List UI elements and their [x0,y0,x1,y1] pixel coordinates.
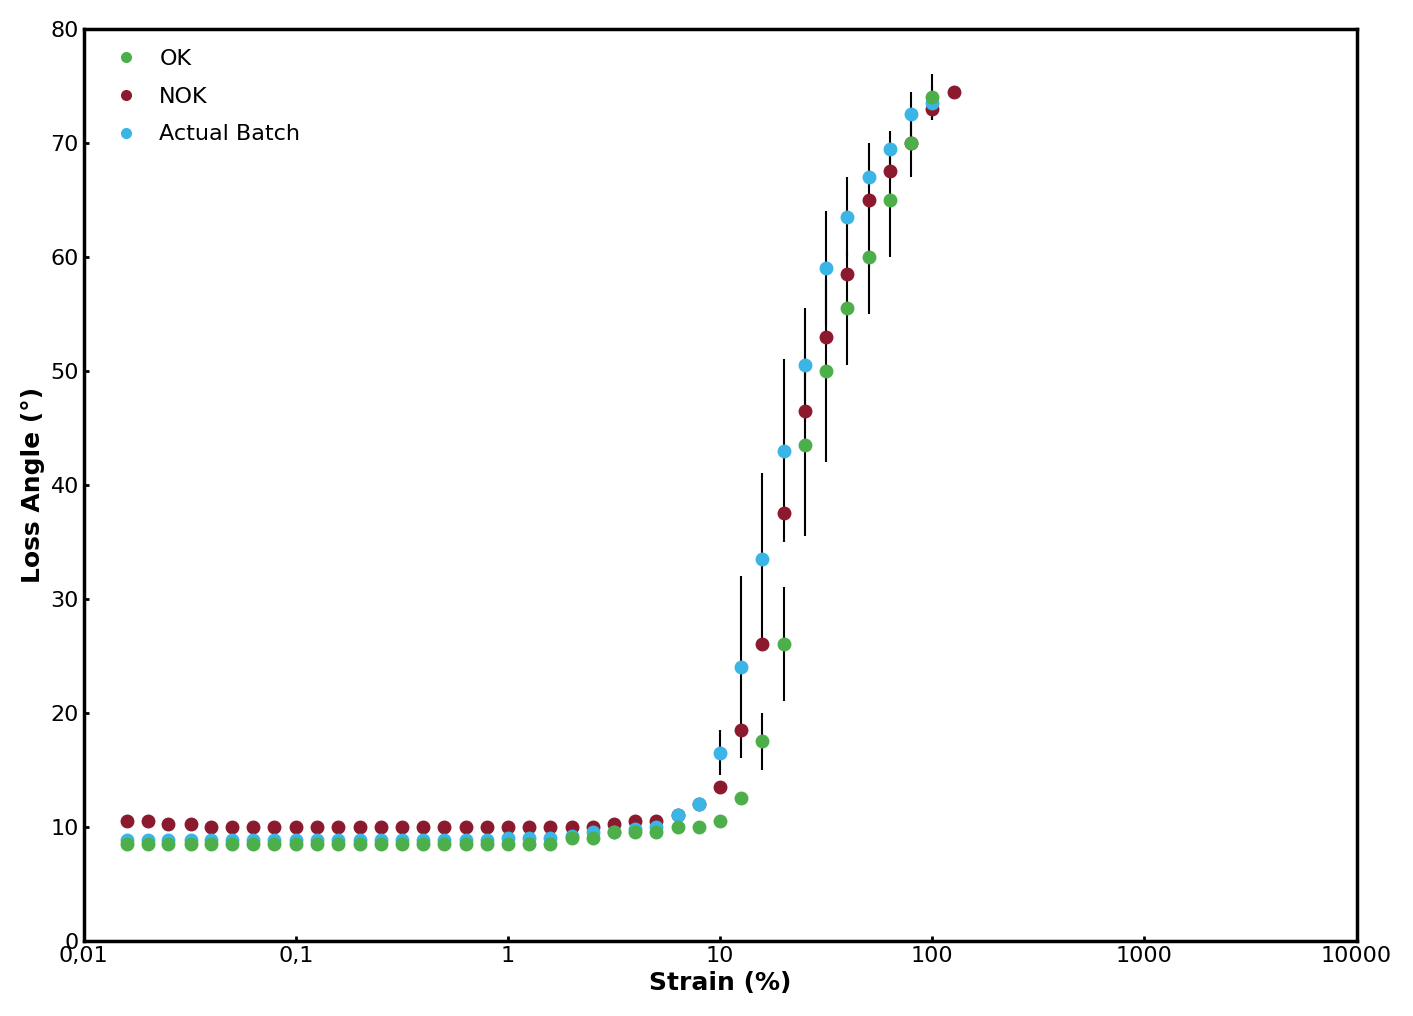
OK [797,439,814,451]
OK [521,838,538,850]
OK [352,838,369,850]
Actual Batch [266,834,283,846]
Actual Batch [329,834,346,846]
OK [119,838,136,850]
Actual Batch [585,826,602,838]
OK [414,838,431,850]
Actual Batch [564,830,581,842]
OK [541,838,558,850]
OK [329,838,346,850]
Actual Batch [458,834,475,846]
Actual Batch [691,798,708,810]
Line: Actual Batch: Actual Batch [120,97,938,846]
OK [244,838,261,850]
OK [861,251,877,263]
Actual Batch [435,834,452,846]
Actual Batch [541,832,558,844]
OK [479,838,496,850]
Actual Batch [308,834,325,846]
Actual Batch [203,834,220,846]
OK [435,838,452,850]
OK [839,302,856,314]
OK [818,365,835,377]
Legend: OK, NOK, Actual Batch: OK, NOK, Actual Batch [95,40,309,153]
OK [606,826,623,838]
OK [203,838,220,850]
OK [691,821,708,833]
Actual Batch [479,834,496,846]
Actual Batch [393,834,410,846]
Actual Batch [352,834,369,846]
OK [564,832,581,844]
OK [223,838,240,850]
OK [903,137,920,149]
X-axis label: Strain (%): Strain (%) [649,971,791,995]
Actual Batch [818,262,835,274]
Y-axis label: Loss Angle (°): Loss Angle (°) [21,387,45,583]
Actual Batch [521,832,538,844]
OK [182,838,199,850]
OK [649,826,666,838]
OK [755,736,771,748]
Actual Batch [500,832,517,844]
Actual Batch [670,810,687,822]
OK [160,838,177,850]
Actual Batch [223,834,240,846]
Actual Batch [414,834,431,846]
OK [458,838,475,850]
OK [924,91,941,104]
Actual Batch [712,747,729,759]
Actual Batch [882,142,899,154]
Actual Batch [138,834,155,846]
Actual Batch [287,834,304,846]
Actual Batch [119,834,136,846]
OK [372,838,389,850]
Actual Batch [606,826,623,838]
Actual Batch [372,834,389,846]
Actual Batch [160,834,177,846]
OK [266,838,283,850]
Actual Batch [244,834,261,846]
OK [712,815,729,827]
OK [393,838,410,850]
Actual Batch [733,661,750,674]
OK [776,638,793,650]
Actual Batch [924,97,941,109]
OK [882,194,899,206]
Line: OK: OK [120,91,938,850]
OK [585,832,602,844]
OK [670,821,687,833]
Actual Batch [797,359,814,371]
Actual Batch [903,109,920,121]
OK [308,838,325,850]
OK [138,838,155,850]
Actual Batch [182,834,199,846]
Actual Batch [649,821,666,833]
Actual Batch [627,823,644,835]
Actual Batch [755,553,771,565]
OK [500,838,517,850]
OK [287,838,304,850]
OK [627,826,644,838]
Actual Batch [776,444,793,456]
Actual Batch [861,171,877,183]
OK [733,792,750,805]
Actual Batch [839,211,856,224]
